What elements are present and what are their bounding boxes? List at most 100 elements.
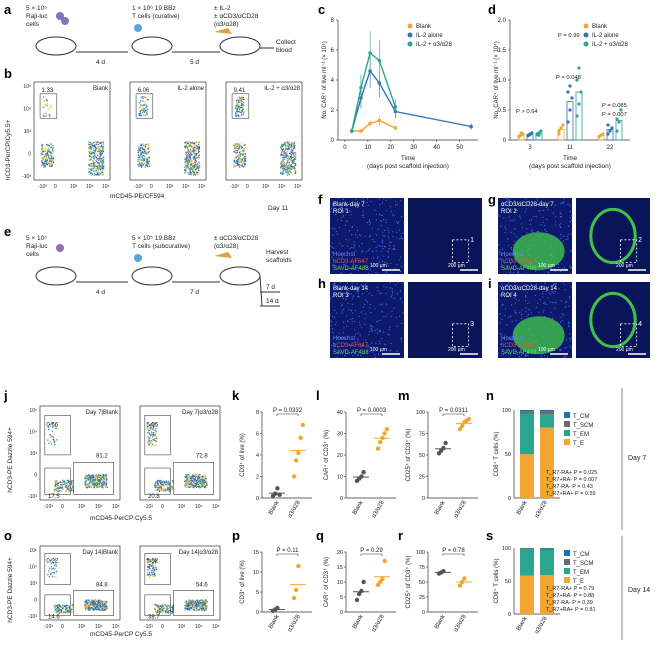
nucleus-dot	[372, 330, 373, 331]
event-dot	[193, 172, 194, 173]
panel-label-r: r	[398, 528, 403, 543]
nucleus-dot	[350, 319, 351, 320]
event-dot	[141, 166, 142, 167]
nucleus-dot	[542, 296, 543, 297]
event-dot	[188, 487, 189, 488]
event-dot	[193, 605, 194, 606]
event-dot	[240, 161, 241, 162]
event-dot	[187, 147, 188, 148]
panel-label-c: c	[318, 2, 325, 17]
event-dot	[98, 144, 99, 145]
event-dot	[289, 166, 290, 167]
panel-label-o: o	[4, 528, 12, 543]
nucleus-dot	[381, 241, 382, 242]
nucleus-dot	[357, 237, 358, 238]
event-dot	[295, 159, 296, 160]
event-dot	[147, 114, 148, 115]
event-dot	[169, 611, 170, 612]
nucleus-dot	[352, 304, 353, 305]
event-dot	[51, 157, 52, 158]
event-dot	[291, 144, 292, 145]
event-dot	[91, 170, 92, 171]
event-dot	[245, 158, 246, 159]
nucleus-dot	[397, 282, 398, 283]
event-dot	[50, 434, 51, 435]
event-dot	[51, 151, 52, 152]
event-dot	[193, 174, 194, 175]
event-dot	[147, 111, 148, 112]
nucleus-dot	[513, 272, 514, 273]
nucleus-dot	[508, 273, 509, 274]
event-dot	[237, 102, 238, 103]
event-dot	[240, 156, 241, 157]
nucleus-dot	[369, 331, 370, 332]
event-dot	[96, 166, 97, 167]
data-point	[606, 132, 609, 135]
event-dot	[292, 143, 293, 144]
event-dot	[233, 151, 234, 152]
y-tick-label: 10⁵	[29, 408, 37, 414]
nucleus-dot	[571, 215, 572, 216]
event-dot	[197, 482, 198, 483]
x-axis-label: (days post scaffold injection)	[367, 163, 449, 170]
event-dot	[85, 602, 86, 603]
event-dot	[235, 106, 236, 107]
event-dot	[54, 441, 55, 442]
event-dot	[152, 575, 153, 576]
nucleus-dot	[379, 330, 380, 331]
event-dot	[90, 164, 91, 165]
nucleus-dot	[379, 343, 380, 344]
event-dot	[199, 165, 200, 166]
event-dot	[41, 153, 42, 154]
event-dot	[233, 145, 234, 146]
gate-value: 5.52	[146, 558, 158, 564]
nucleus-dot	[390, 263, 391, 264]
event-dot	[98, 474, 99, 475]
event-dot	[95, 600, 96, 601]
nucleus-dot	[353, 295, 354, 296]
event-dot	[285, 165, 286, 166]
event-dot	[50, 437, 51, 438]
x-tick-label: 10⁵	[294, 184, 302, 190]
event-dot	[87, 487, 88, 488]
nucleus-dot	[563, 236, 564, 237]
event-dot	[291, 166, 292, 167]
event-dot	[66, 484, 67, 485]
event-dot	[239, 148, 240, 149]
event-dot	[281, 160, 282, 161]
event-dot	[193, 482, 194, 483]
y-tick-label: -10³	[28, 614, 37, 620]
event-dot	[197, 174, 198, 175]
nucleus-dot	[383, 219, 384, 220]
nucleus-dot	[369, 236, 370, 237]
nucleus-dot	[385, 273, 386, 274]
event-dot	[61, 481, 62, 482]
nucleus-dot	[564, 289, 565, 290]
event-dot	[61, 611, 62, 612]
event-dot	[45, 158, 46, 159]
nucleus-dot	[559, 288, 560, 289]
nucleus-dot	[563, 198, 564, 199]
data-point	[539, 129, 542, 132]
event-dot	[194, 480, 195, 481]
event-dot	[195, 169, 196, 170]
nucleus-dot	[527, 303, 528, 304]
event-dot	[191, 478, 192, 479]
event-dot	[101, 600, 102, 601]
event-dot	[202, 483, 203, 484]
x-tick-label: 40	[433, 145, 440, 151]
panel-label-k: k	[232, 388, 240, 403]
event-dot	[152, 439, 153, 440]
nucleus-dot	[337, 357, 338, 358]
event-dot	[237, 98, 238, 99]
nucleus-dot	[511, 247, 512, 248]
x-tick-label: -10³	[134, 184, 143, 190]
event-dot	[96, 170, 97, 171]
event-dot	[191, 484, 192, 485]
nucleus-dot	[396, 237, 397, 238]
event-dot	[65, 486, 66, 487]
nucleus-dot	[392, 231, 393, 232]
event-dot	[95, 151, 96, 152]
event-dot	[240, 105, 241, 106]
